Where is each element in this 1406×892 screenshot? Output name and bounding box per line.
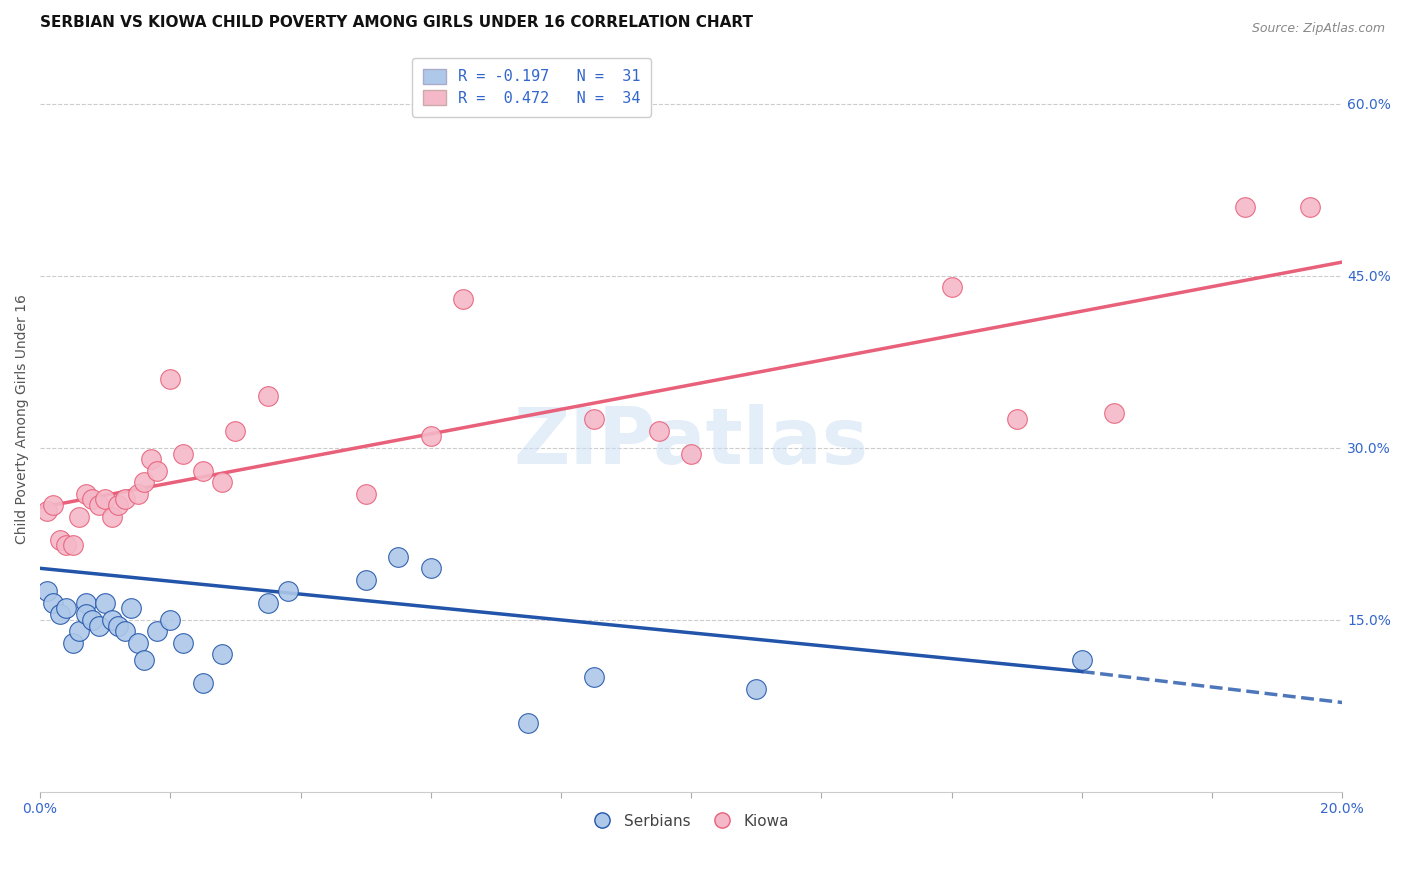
Text: Source: ZipAtlas.com: Source: ZipAtlas.com: [1251, 22, 1385, 36]
Point: [582, 412, 605, 426]
Point: [42, 596, 65, 610]
Point: [87, 498, 110, 512]
Point: [211, 475, 233, 490]
Point: [75, 596, 97, 610]
Point: [354, 573, 377, 587]
Point: [257, 389, 280, 403]
Point: [354, 487, 377, 501]
Point: [35, 584, 58, 599]
Text: ZIPatlas: ZIPatlas: [513, 403, 869, 480]
Point: [134, 475, 156, 490]
Point: [87, 618, 110, 632]
Point: [1104, 407, 1126, 421]
Point: [681, 447, 703, 461]
Point: [276, 584, 298, 599]
Point: [75, 607, 97, 622]
Point: [582, 670, 605, 684]
Point: [114, 492, 136, 507]
Point: [387, 549, 409, 564]
Point: [67, 509, 90, 524]
Point: [94, 596, 117, 610]
Point: [120, 601, 142, 615]
Point: [55, 538, 77, 552]
Point: [517, 716, 540, 731]
Point: [82, 613, 104, 627]
Point: [114, 624, 136, 639]
Point: [134, 653, 156, 667]
Point: [35, 504, 58, 518]
Point: [1070, 653, 1092, 667]
Legend: Serbians, Kiowa: Serbians, Kiowa: [585, 806, 797, 837]
Point: [1233, 200, 1256, 214]
Point: [55, 601, 77, 615]
Point: [62, 636, 84, 650]
Point: [172, 447, 194, 461]
Point: [211, 648, 233, 662]
Point: [453, 292, 475, 306]
Point: [67, 624, 90, 639]
Point: [419, 429, 441, 443]
Point: [159, 372, 181, 386]
Point: [107, 498, 129, 512]
Text: SERBIAN VS KIOWA CHILD POVERTY AMONG GIRLS UNDER 16 CORRELATION CHART: SERBIAN VS KIOWA CHILD POVERTY AMONG GIR…: [41, 15, 754, 30]
Point: [127, 487, 149, 501]
Point: [107, 618, 129, 632]
Point: [48, 607, 70, 622]
Point: [159, 613, 181, 627]
Point: [1299, 200, 1322, 214]
Point: [139, 452, 162, 467]
Point: [62, 538, 84, 552]
Point: [257, 596, 280, 610]
Point: [100, 509, 122, 524]
Point: [48, 533, 70, 547]
Point: [42, 498, 65, 512]
Point: [647, 424, 669, 438]
Point: [191, 464, 214, 478]
Point: [224, 424, 246, 438]
Point: [94, 492, 117, 507]
Point: [82, 492, 104, 507]
Point: [100, 613, 122, 627]
Point: [419, 561, 441, 575]
Point: [146, 464, 169, 478]
Y-axis label: Child Poverty Among Girls Under 16: Child Poverty Among Girls Under 16: [15, 294, 30, 544]
Point: [941, 280, 963, 294]
Point: [127, 636, 149, 650]
Point: [75, 487, 97, 501]
Point: [172, 636, 194, 650]
Point: [191, 676, 214, 690]
Point: [1005, 412, 1028, 426]
Point: [146, 624, 169, 639]
Point: [745, 681, 768, 696]
